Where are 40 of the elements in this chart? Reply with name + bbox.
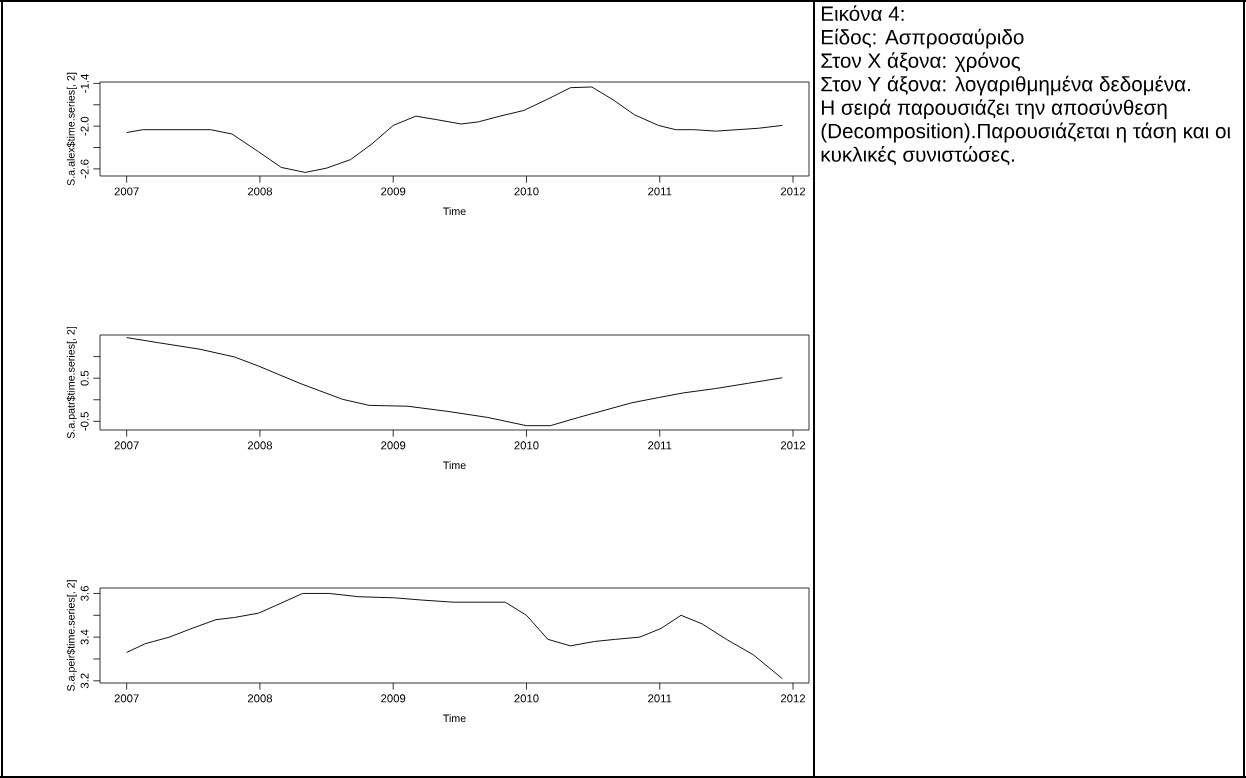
x-axis-title: Time: [443, 461, 466, 470]
x-axis-title: Time: [443, 714, 466, 723]
y-tick-label: 3.2: [80, 673, 89, 689]
x-tick-label: 2012: [780, 694, 806, 703]
x-tick-label: 2011: [648, 187, 672, 196]
x-tick-label: 2009: [381, 441, 406, 450]
text: Στον Υ άξονα: λογαριθμημένα δεδομένα.: [821, 75, 1190, 96]
text: Εικόνα 4:: [821, 5, 904, 22]
y-tick-label: -0.5: [80, 412, 89, 431]
x-tick-label: 2012: [780, 187, 806, 196]
text: Είδος: Ασπροσαύριδο: [821, 28, 1024, 49]
y-axis-title: S.a.peir$time.series[, 2]: [66, 580, 77, 692]
text: Η σειρά παρουσιάζει την αποσύνθεση (Decomposition).Παρουσιάζεται η τάση και οι κυκλικές συνιστώσες.: [821, 99, 1231, 166]
y-tick-label: 3.6: [80, 586, 89, 601]
y-tick-label: 3.4: [80, 629, 89, 645]
y-tick-label: -1.4: [80, 73, 89, 93]
line-series: [126, 337, 783, 427]
x-tick-label: 2009: [381, 694, 406, 703]
x-tick-label: 2010: [514, 441, 539, 450]
y-axis-title: S.a.patr$time.series[, 2]: [66, 326, 77, 439]
x-tick-label: 2011: [648, 694, 672, 703]
x-tick-label: 2010: [514, 187, 539, 196]
line-series: [126, 592, 783, 680]
y-tick-label: -2.6: [80, 159, 89, 179]
line-series: [126, 86, 783, 173]
text: Στον Χ άξονα: χρόνος: [821, 52, 1021, 73]
x-tick-label: 2008: [247, 694, 273, 703]
x-tick-label: 2009: [381, 187, 406, 196]
x-tick-label: 2011: [648, 441, 672, 450]
x-tick-label: 2008: [247, 187, 273, 196]
y-tick-label: -2.0: [80, 116, 89, 136]
y-axis-title: S.a.alex$time.series[, 2]: [66, 72, 77, 186]
x-tick-label: 2007: [114, 441, 139, 450]
x-tick-label: 2008: [247, 441, 273, 450]
x-axis-title: Time: [443, 207, 466, 216]
x-tick-label: 2012: [780, 441, 806, 450]
y-tick-label: 0.5: [80, 370, 89, 386]
x-tick-label: 2007: [114, 694, 139, 703]
x-tick-label: 2010: [514, 694, 539, 703]
x-tick-label: 2007: [114, 187, 139, 196]
